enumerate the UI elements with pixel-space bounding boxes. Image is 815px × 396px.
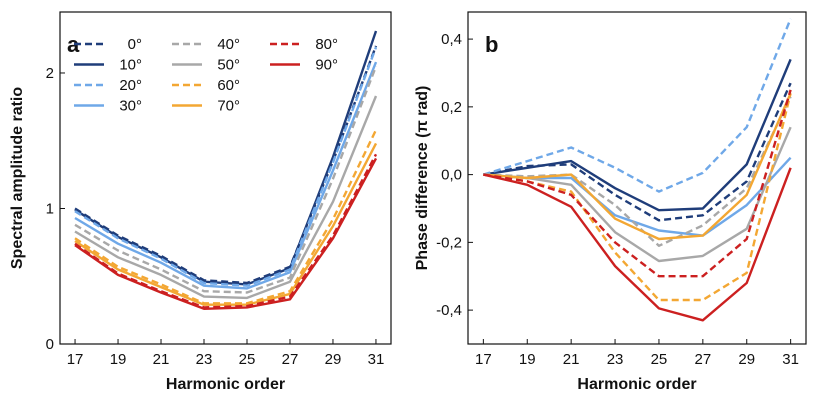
series-line-70deg (74, 142, 378, 306)
y-tick-label: 0,2 (441, 99, 462, 116)
legend: 0° 10° 20° 30° 40° 50° 60° 70° 80° 90° (74, 36, 338, 115)
plot-frame-b (467, 11, 807, 345)
legend-entry-label: 90° (315, 57, 338, 74)
y-tick-label: 0 (46, 336, 54, 353)
series-line-10deg (483, 58, 792, 212)
legend-entry-label: 60° (217, 77, 240, 94)
y-tick-label: -0,4 (436, 302, 462, 319)
x-tick-label: 21 (153, 351, 170, 368)
panel-letter: b (485, 32, 498, 57)
x-tick-label: 23 (607, 351, 624, 368)
plot-frame-a (59, 11, 392, 345)
y-tick-label: 0,0 (441, 167, 462, 184)
legend-entry-label: 40° (217, 36, 240, 53)
x-tick-label: 21 (563, 351, 580, 368)
series-line-90deg (483, 167, 792, 322)
y-tick-label: 2 (46, 65, 54, 82)
series-line-10deg (74, 30, 378, 286)
x-tick-label: 29 (325, 351, 342, 368)
legend-entry-label: 10° (119, 57, 142, 74)
x-tick-label: 19 (519, 351, 536, 368)
y-tick-label: 0,4 (441, 31, 462, 48)
series-line-20deg (74, 46, 378, 287)
x-tick-label: 31 (782, 351, 799, 368)
x-tick-label: 31 (368, 351, 385, 368)
series-line-40deg (483, 96, 792, 248)
legend-entry-label: 80° (315, 36, 338, 53)
x-tick-label: 17 (67, 351, 84, 368)
y-axis-label: Spectral amplitude ratio (9, 87, 26, 269)
series-line-40deg (74, 65, 378, 294)
series-line-90deg (74, 157, 378, 310)
legend-entry-label: 0° (128, 36, 142, 53)
x-tick-label: 19 (110, 351, 127, 368)
legend-entry-label: 30° (119, 98, 142, 115)
x-tick-label: 29 (738, 351, 755, 368)
series-line-0deg (483, 82, 792, 222)
x-tick-label: 27 (695, 351, 712, 368)
x-tick-label: 17 (475, 351, 492, 368)
y-tick-label: -0,2 (436, 234, 462, 251)
series-line-50deg (74, 95, 378, 300)
panel-b-chart: 17 19 21 23 25 27 29 31 -0,4 -0,2 0,0 0,2 0,4 Harmoni… (414, 11, 807, 393)
series-line-50deg (483, 126, 792, 263)
legend-entry-label: 50° (217, 57, 240, 74)
x-tick-label: 25 (651, 351, 668, 368)
panel-a-chart: 17 19 21 23 25 27 29 31 0 1 2 Harmonic order Spectra… (9, 11, 392, 393)
y-tick-label: 1 (46, 200, 54, 217)
x-tick-label: 27 (282, 351, 299, 368)
x-tick-label: 25 (239, 351, 256, 368)
series-line-80deg (483, 89, 792, 278)
series-line-20deg (483, 18, 792, 193)
x-tick-label: 23 (196, 351, 213, 368)
series-line-70deg (483, 92, 792, 241)
legend-entry-label: 20° (119, 77, 142, 94)
x-axis-label: Harmonic order (577, 376, 696, 393)
panel-letter: a (67, 32, 80, 57)
series-line-80deg (74, 153, 378, 309)
series-line-60deg (74, 129, 378, 305)
legend-entry-label: 70° (217, 98, 240, 115)
y-axis-label: Phase difference (π rad) (414, 86, 431, 271)
series-line-30deg (74, 61, 378, 290)
x-axis-label: Harmonic order (166, 376, 285, 393)
